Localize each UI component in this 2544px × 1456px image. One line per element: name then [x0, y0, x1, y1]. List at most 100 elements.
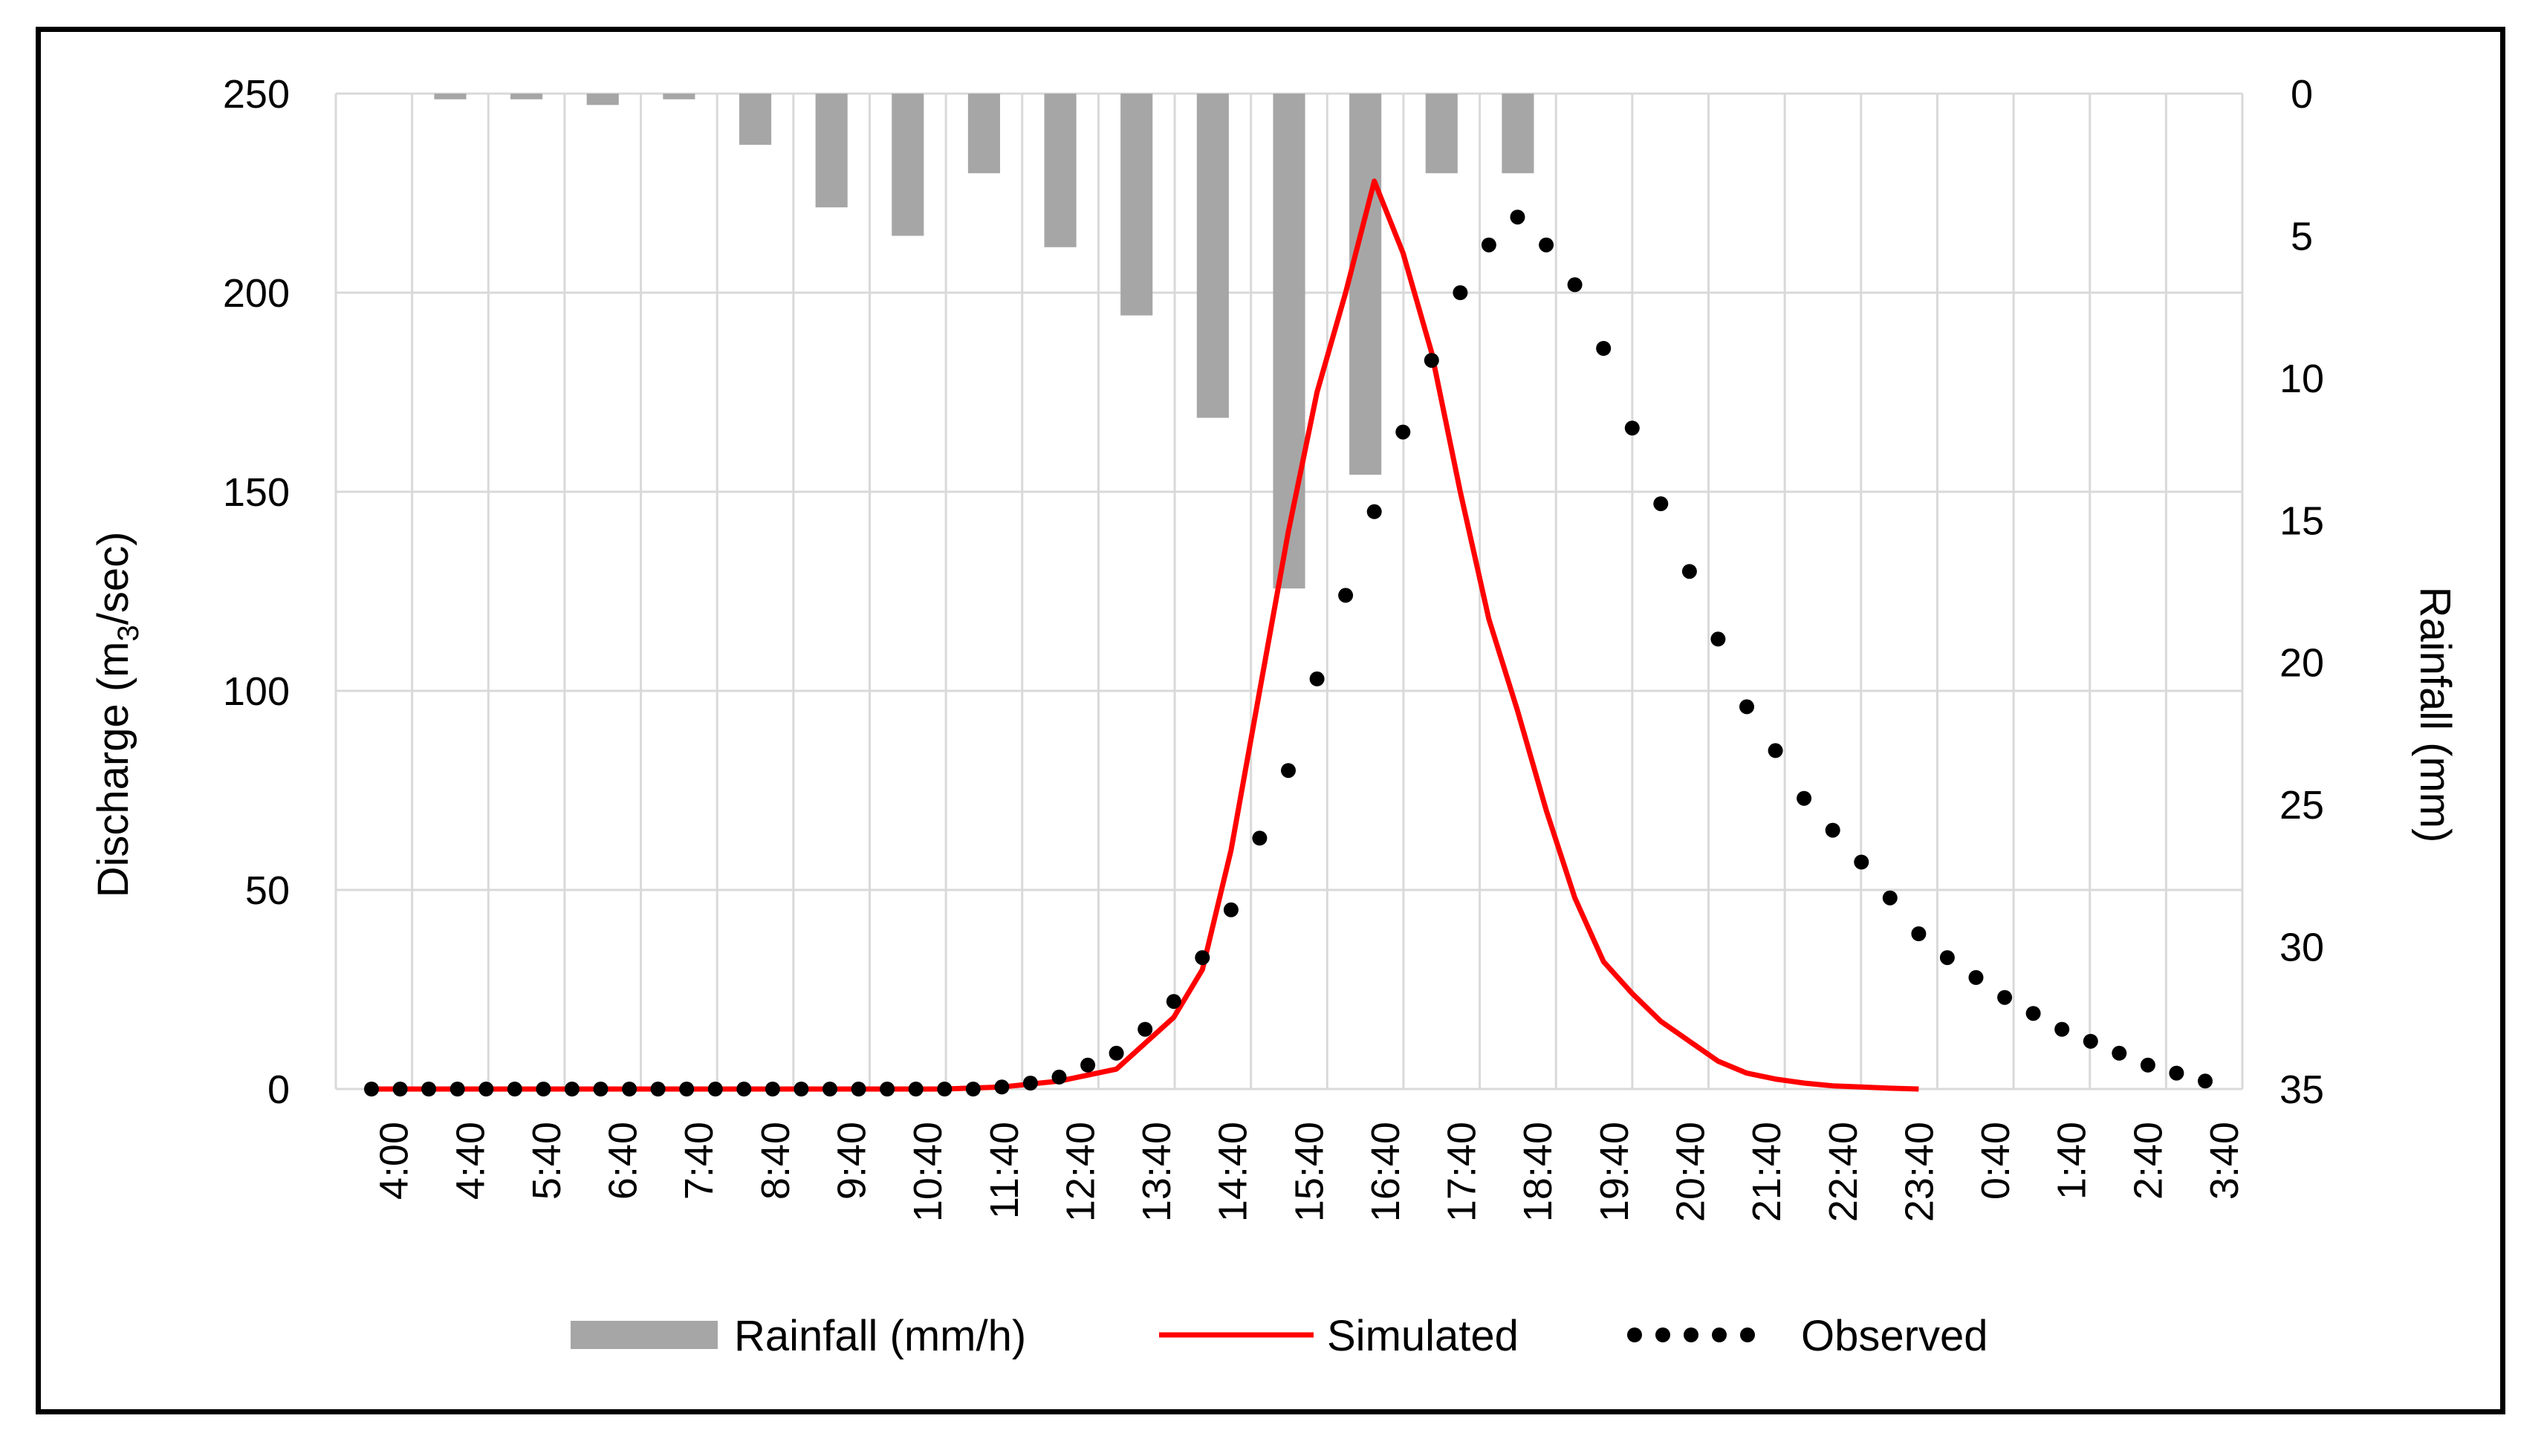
x-axis-tick-label: 14:40 — [1211, 1122, 1256, 1222]
x-axis-tick-label: 22:40 — [1821, 1122, 1866, 1222]
left-axis-tick-label: 200 — [223, 271, 290, 316]
x-axis-tick-label: 21:40 — [1745, 1122, 1789, 1222]
left-axis-tick-label: 0 — [267, 1067, 290, 1112]
observed-point — [1768, 743, 1783, 758]
observed-point — [1968, 969, 1984, 985]
legend: Rainfall (mm/h) Simulated Observed — [571, 1312, 1988, 1360]
left-axis-title-end: /sec) — [89, 532, 137, 625]
rainfall-bar — [1196, 94, 1229, 418]
x-axis-tick-label: 4:00 — [372, 1122, 417, 1200]
legend-rainfall-label: Rainfall (mm/h) — [734, 1312, 1026, 1360]
observed-point — [478, 1082, 494, 1096]
x-axis-ticks: 4:00 4:40 5:40 6:40 7:40 8:40 9:40 10:40 11:40 12… — [372, 1122, 2247, 1222]
x-axis-tick-label: 23:40 — [1897, 1122, 1941, 1222]
rainfall-bar — [1044, 94, 1077, 247]
legend-observed-dot — [1655, 1327, 1670, 1342]
observed-point — [1939, 950, 1955, 966]
simulated-line — [371, 178, 1919, 1092]
observed-point — [1911, 926, 1927, 941]
x-axis-tick-label: 16:40 — [1363, 1122, 1408, 1222]
observed-point — [1653, 496, 1669, 512]
observed-point — [880, 1082, 895, 1096]
observed-point — [1739, 699, 1754, 715]
left-axis-tick-label: 250 — [223, 72, 290, 117]
observed-point — [564, 1082, 580, 1096]
observed-point — [622, 1082, 637, 1096]
observed-point — [707, 1082, 723, 1096]
observed-point — [1624, 420, 1640, 436]
x-axis-tick-label: 18:40 — [1516, 1122, 1560, 1222]
x-axis-tick-label: 0:40 — [1973, 1122, 2018, 1200]
chart-frame — [36, 27, 2505, 1414]
rainfall-bars — [434, 94, 1534, 589]
x-axis-tick-label: 13:40 — [1135, 1122, 1179, 1222]
observed-point — [1567, 277, 1583, 293]
observed-point — [1481, 237, 1496, 253]
observed-point — [1022, 1076, 1038, 1091]
observed-point — [1825, 822, 1840, 838]
left-axis-tick-label: 150 — [223, 470, 290, 515]
x-axis-tick-label: 2:40 — [2126, 1122, 2170, 1200]
observed-point — [1395, 424, 1411, 440]
observed-point — [1080, 1057, 1096, 1073]
right-axis-tick-label: 35 — [2279, 1067, 2324, 1112]
legend-observed-swatch — [1627, 1327, 1755, 1342]
x-axis-tick-label: 3:40 — [2202, 1122, 2247, 1200]
observed-point — [1510, 209, 1525, 225]
rainfall-bar — [1273, 94, 1305, 589]
rainfall-bar — [1502, 94, 1534, 174]
observed-point — [421, 1082, 437, 1096]
observed-point — [1109, 1045, 1124, 1061]
x-axis-tick-label: 10:40 — [906, 1122, 950, 1222]
observed-point — [1166, 994, 1181, 1010]
x-axis-tick-label: 11:40 — [982, 1122, 1027, 1219]
observed-point — [1681, 564, 1697, 579]
left-axis-title-subscript: 3 — [112, 625, 145, 641]
observed-point — [2140, 1057, 2155, 1073]
observed-point — [1797, 790, 1812, 806]
observed-point — [392, 1082, 408, 1096]
observed-point — [1051, 1069, 1067, 1085]
observed-point — [1281, 763, 1296, 779]
rainfall-bar — [434, 94, 467, 100]
right-axis-tick-label: 0 — [2291, 72, 2313, 117]
rainfall-bar — [1425, 94, 1458, 174]
rainfall-bar — [967, 94, 1000, 174]
legend-rainfall-swatch — [571, 1321, 718, 1349]
x-axis-tick-label: 12:40 — [1058, 1122, 1103, 1222]
observed-point — [593, 1082, 609, 1096]
right-axis-tick-label: 5 — [2291, 214, 2313, 259]
observed-point — [851, 1082, 866, 1096]
observed-point — [507, 1082, 522, 1096]
x-axis-tick-label: 5:40 — [525, 1122, 569, 1200]
observed-point — [679, 1082, 695, 1096]
legend-observed-dot — [1684, 1327, 1698, 1342]
rainfall-bar — [1120, 94, 1153, 316]
observed-point — [364, 1082, 379, 1096]
observed-point — [965, 1082, 981, 1096]
rainfall-bar — [510, 94, 543, 100]
observed-point — [650, 1082, 666, 1096]
observed-point — [822, 1082, 837, 1096]
x-axis-tick-label: 1:40 — [2050, 1122, 2094, 1200]
observed-point — [2054, 1021, 2070, 1037]
observed-point — [1424, 353, 1439, 368]
observed-point — [1539, 237, 1554, 253]
observed-point — [2198, 1073, 2213, 1089]
legend-simulated-label: Simulated — [1327, 1312, 1519, 1360]
observed-point — [1309, 671, 1325, 686]
observed-point — [908, 1082, 924, 1096]
right-axis-tick-label: 25 — [2279, 783, 2324, 828]
x-axis-tick-label: 20:40 — [1669, 1122, 1713, 1222]
right-axis-tick-label: 30 — [2279, 926, 2324, 970]
observed-point — [1882, 890, 1898, 906]
observed-point — [2025, 1006, 2041, 1021]
observed-point — [1710, 631, 1726, 647]
right-axis-title: Rainfall (mm) — [2411, 587, 2459, 843]
observed-point — [765, 1082, 780, 1096]
x-axis-tick-label: 15:40 — [1287, 1122, 1331, 1222]
x-axis-tick-label: 6:40 — [601, 1122, 646, 1200]
observed-point — [1366, 504, 1382, 519]
observed-point — [2083, 1033, 2098, 1049]
